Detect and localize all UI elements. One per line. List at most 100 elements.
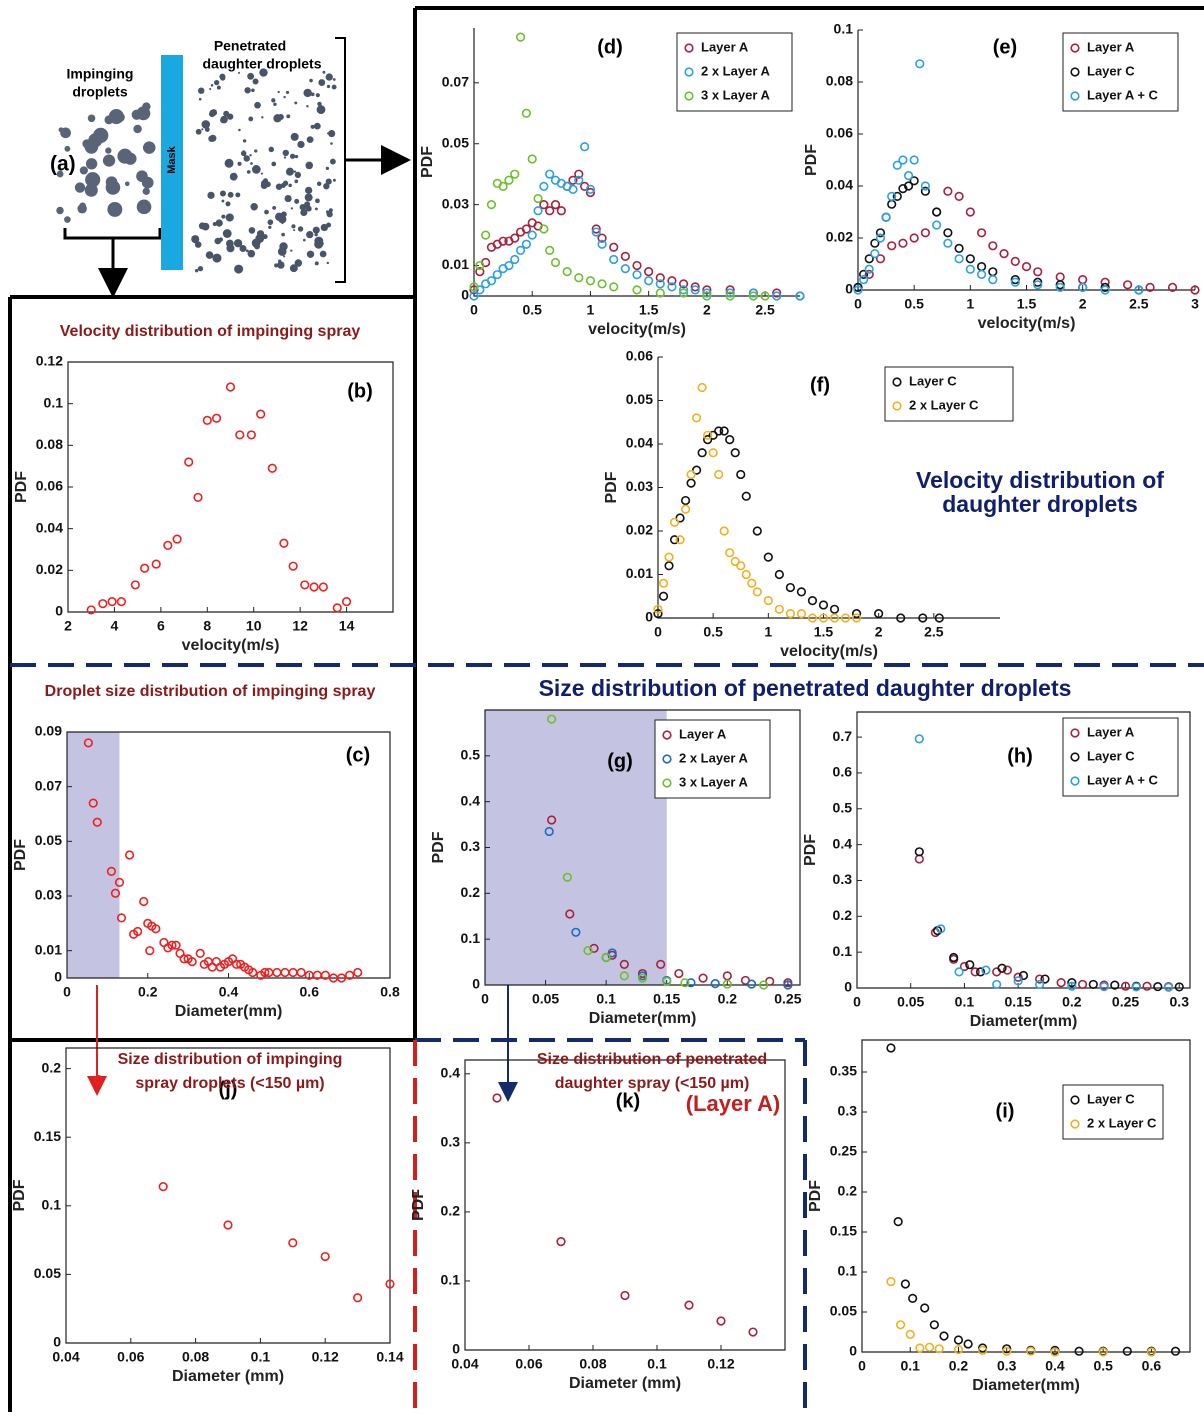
point bbox=[521, 108, 531, 118]
point bbox=[539, 224, 549, 234]
point bbox=[492, 1093, 502, 1103]
droplet bbox=[299, 203, 307, 211]
legend-label: Layer A bbox=[679, 726, 727, 741]
section-title: Size distribution of penetrated daughter… bbox=[539, 675, 1072, 701]
droplet bbox=[133, 124, 142, 134]
point bbox=[1134, 285, 1144, 295]
droplet bbox=[136, 170, 148, 183]
droplet bbox=[255, 234, 265, 243]
point bbox=[988, 267, 998, 277]
point bbox=[609, 282, 619, 292]
point bbox=[667, 276, 677, 286]
droplet bbox=[272, 205, 277, 210]
point bbox=[730, 556, 740, 567]
point bbox=[710, 979, 720, 989]
droplet bbox=[314, 261, 319, 266]
point bbox=[988, 241, 998, 251]
droplet bbox=[328, 129, 336, 138]
droplet bbox=[216, 85, 221, 90]
x-tick-label: 0.2 bbox=[138, 984, 158, 1000]
point bbox=[486, 200, 497, 210]
droplet bbox=[305, 205, 312, 212]
point bbox=[235, 430, 245, 440]
point bbox=[151, 924, 161, 934]
point bbox=[515, 32, 526, 42]
point bbox=[1099, 981, 1109, 992]
point bbox=[309, 582, 319, 592]
y-tick-label: 0.05 bbox=[35, 832, 62, 848]
point bbox=[93, 1074, 103, 1085]
y-tick-label: 0.08 bbox=[826, 73, 853, 89]
point bbox=[977, 1345, 988, 1355]
highlight bbox=[67, 732, 120, 978]
point bbox=[752, 587, 762, 597]
point bbox=[475, 260, 485, 271]
droplet bbox=[252, 78, 259, 85]
point bbox=[475, 267, 485, 277]
point bbox=[151, 559, 161, 569]
point bbox=[288, 561, 298, 571]
legend-marker bbox=[1070, 1095, 1080, 1105]
droplet bbox=[309, 78, 313, 83]
point bbox=[620, 1290, 630, 1301]
legend-marker bbox=[1070, 728, 1080, 738]
legend-label: Layer C bbox=[1087, 63, 1135, 78]
droplet bbox=[250, 203, 258, 211]
point bbox=[949, 952, 959, 963]
droplet bbox=[294, 101, 298, 105]
droplet bbox=[288, 183, 292, 188]
y-axis-label: PDF bbox=[430, 831, 447, 863]
droplet bbox=[306, 250, 315, 258]
point bbox=[539, 181, 549, 191]
point bbox=[1163, 982, 1174, 992]
point bbox=[184, 457, 194, 467]
point bbox=[296, 967, 306, 978]
point bbox=[107, 596, 117, 607]
y-tick-label: 0.6 bbox=[833, 764, 853, 780]
droplet bbox=[297, 140, 305, 149]
point bbox=[632, 260, 642, 271]
point bbox=[583, 946, 593, 956]
y-tick-label: 0.05 bbox=[626, 391, 653, 407]
droplet bbox=[290, 207, 294, 210]
y-tick-label: 0.07 bbox=[35, 777, 62, 793]
droplet bbox=[289, 264, 298, 273]
point bbox=[163, 540, 173, 550]
point bbox=[1067, 981, 1077, 991]
point bbox=[1153, 981, 1163, 992]
point bbox=[656, 959, 666, 969]
legend-marker bbox=[1070, 67, 1080, 77]
point bbox=[716, 1316, 726, 1326]
point bbox=[859, 269, 869, 280]
point bbox=[1074, 1346, 1084, 1356]
droplet bbox=[277, 113, 284, 121]
point bbox=[1167, 282, 1178, 293]
droplet bbox=[58, 127, 64, 133]
point bbox=[965, 960, 975, 970]
point bbox=[886, 1276, 896, 1287]
point bbox=[698, 973, 708, 983]
point bbox=[959, 961, 970, 972]
point bbox=[533, 193, 543, 204]
point bbox=[795, 291, 805, 301]
droplet bbox=[136, 199, 152, 215]
droplet bbox=[310, 124, 315, 129]
point bbox=[881, 212, 891, 222]
y-tick-label: 0.01 bbox=[442, 256, 469, 272]
droplet bbox=[318, 79, 326, 86]
point bbox=[571, 927, 581, 937]
point bbox=[892, 191, 902, 201]
point bbox=[533, 206, 543, 216]
point bbox=[1040, 974, 1050, 984]
x-tick-label: 0 bbox=[470, 302, 478, 318]
droplet bbox=[250, 162, 253, 165]
chart-title: Size distribution of penetrated bbox=[537, 1051, 767, 1068]
legend-label: Layer A + C bbox=[1087, 87, 1159, 102]
point bbox=[1033, 267, 1043, 277]
droplet bbox=[105, 147, 112, 154]
point bbox=[965, 254, 975, 264]
droplet bbox=[243, 155, 250, 162]
point bbox=[976, 228, 987, 238]
y-tick-label: 0.5 bbox=[461, 747, 481, 763]
point bbox=[1018, 970, 1029, 981]
